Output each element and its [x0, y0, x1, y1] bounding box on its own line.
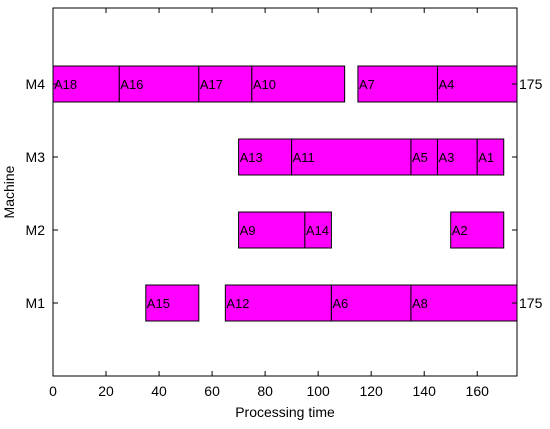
- task-bar-a11: [291, 138, 412, 176]
- task-label-a15: A15: [147, 296, 170, 311]
- task-bar-a5: [410, 138, 438, 176]
- task-label-a11: A11: [293, 150, 315, 165]
- task-bar-a4: [436, 65, 518, 103]
- task-label-a2: A2: [452, 223, 468, 238]
- task-bar-a14: [304, 211, 332, 249]
- end-label-m4: 175: [519, 76, 543, 92]
- task-bar-a18: [52, 65, 120, 103]
- task-label-a13: A13: [240, 150, 263, 165]
- task-bar-a1: [476, 138, 505, 176]
- task-label-a6: A6: [332, 296, 348, 311]
- x-tick-label: 40: [151, 383, 167, 399]
- x-tick-label: 100: [306, 383, 330, 399]
- task-label-a4: A4: [438, 77, 454, 92]
- task-label-a14: A14: [306, 223, 329, 238]
- y-tick-label-m2: M2: [26, 222, 46, 238]
- task-bar-a9: [238, 211, 306, 249]
- task-label-a10: A10: [253, 77, 276, 92]
- task-bar-a10: [251, 65, 346, 103]
- task-label-a12: A12: [226, 296, 249, 311]
- task-label-a5: A5: [412, 150, 428, 165]
- x-tick-label: 160: [466, 383, 490, 399]
- task-label-a3: A3: [438, 150, 454, 165]
- y-tick-label-m1: M1: [26, 295, 46, 311]
- task-bar-a15: [145, 284, 200, 322]
- task-bar-a8: [410, 284, 518, 322]
- task-label-a1: A1: [478, 150, 494, 165]
- y-tick-label-m3: M3: [26, 149, 46, 165]
- task-bar-a3: [436, 138, 478, 176]
- x-tick-label: 80: [257, 383, 273, 399]
- task-label-a17: A17: [200, 77, 223, 92]
- x-tick-label: 60: [204, 383, 220, 399]
- task-bar-a7: [357, 65, 438, 103]
- y-tick-label-m4: M4: [26, 76, 46, 92]
- plot-frame: [52, 7, 518, 377]
- task-label-a18: A18: [54, 77, 77, 92]
- ticks-layer: 0 20 40 60 80 100 120 140 160 M1 M2 M3 M4: [26, 8, 517, 399]
- task-bar-a13: [238, 138, 293, 176]
- task-label-a9: A9: [240, 223, 256, 238]
- x-tick-label: 120: [359, 383, 383, 399]
- x-tick-label: 0: [49, 383, 57, 399]
- task-bar-a2: [450, 211, 505, 249]
- y-axis-label: Machine: [1, 165, 17, 218]
- task-label-a16: A16: [120, 77, 143, 92]
- bars-layer: A18 A16 A17 A10 A7 A4 A13 A11 A5 A3 A1 A9 A14 A2 A15 A1…: [52, 65, 543, 322]
- task-label-a7: A7: [359, 77, 375, 92]
- end-label-m1: 175: [519, 295, 543, 311]
- x-tick-label: 20: [98, 383, 114, 399]
- x-axis-label: Processing time: [235, 404, 335, 420]
- x-tick-label: 140: [413, 383, 437, 399]
- task-bar-a16: [118, 65, 200, 103]
- task-label-a8: A8: [412, 296, 428, 311]
